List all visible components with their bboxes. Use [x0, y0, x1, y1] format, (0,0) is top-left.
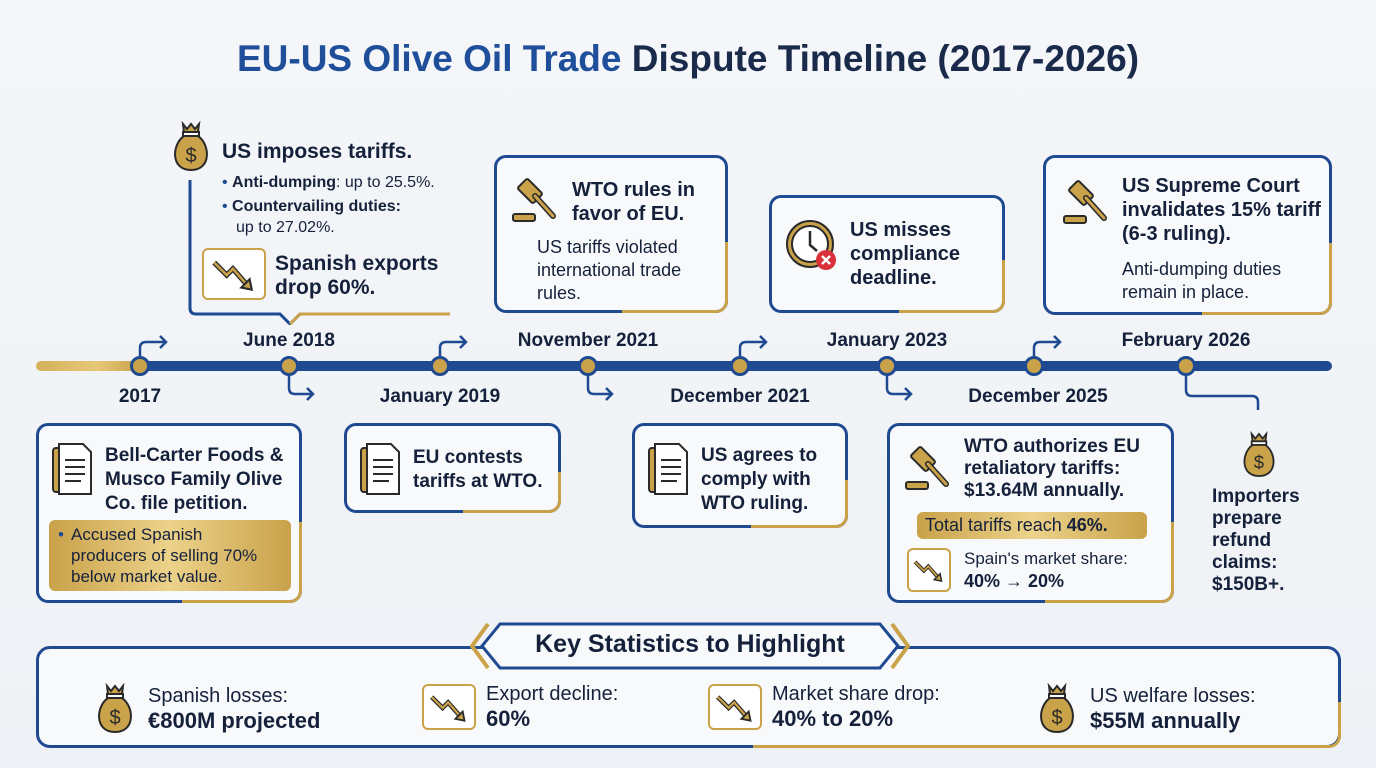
event-card-jan-2019: EU contests tariffs at WTO. — [344, 423, 561, 513]
stats-banner-shape — [470, 622, 910, 670]
event-card-dec-2021: US agrees to comply with WTO ruling. — [632, 423, 848, 528]
callout-frame — [188, 180, 450, 325]
timeline-node — [578, 356, 598, 376]
event-heading: US misses compliance deadline. — [850, 219, 961, 289]
bullet-item: • Countervailing duties: up to 27.02%. — [222, 198, 401, 236]
stat-item: $ US welfare losses: $55M annually — [1034, 682, 1256, 736]
gavel-icon — [902, 442, 954, 494]
bullet-list: • Anti-dumping: up to 25.5%. • Counterva… — [222, 172, 462, 238]
event-card-2017: Bell-Carter Foods & Musco Family Olive C… — [36, 423, 302, 603]
svg-text:$: $ — [109, 707, 120, 729]
timeline-line — [36, 361, 1332, 371]
event-heading: US imposes tariffs. — [222, 140, 413, 163]
trend-down-icon — [422, 684, 476, 730]
date-label: June 2018 — [243, 330, 335, 351]
document-icon — [647, 442, 691, 498]
market-share-label: Spain's market share: — [964, 549, 1128, 568]
date-label: January 2023 — [826, 330, 948, 351]
importers-note: Importers prepare refund claims: $150B+. — [1212, 486, 1300, 595]
date-label: November 2021 — [517, 330, 659, 351]
stat-item: Export decline: 60% — [422, 682, 618, 732]
date-label: December 2025 — [968, 386, 1108, 407]
stat-item: $ Spanish losses: €800M projected — [92, 682, 320, 736]
svg-text:$: $ — [1051, 707, 1062, 729]
event-body: US tariffs violated international trade … — [537, 237, 682, 303]
event-body: Anti-dumping duties remain in place. — [1122, 259, 1282, 302]
market-share-value: 40% → 20% — [964, 571, 1065, 591]
date-label: 2017 — [118, 386, 162, 407]
event-subheading: Spanish exports drop 60%. — [275, 252, 439, 299]
event-heading: WTO authorizes EU retaliatory tariffs: $… — [964, 436, 1140, 501]
trend-down-icon — [202, 248, 266, 300]
event-card-jan-2023: US misses compliance deadline. — [769, 195, 1005, 313]
event-heading: US agrees to comply with WTO ruling. — [701, 445, 818, 514]
timeline-node — [877, 356, 897, 376]
gavel-icon — [1060, 176, 1112, 228]
trend-down-icon — [907, 548, 951, 592]
money-bag-icon: $ — [168, 120, 214, 174]
event-heading: Bell-Carter Foods & Musco Family Olive C… — [105, 445, 284, 514]
clock-alert-icon — [784, 218, 840, 274]
connector-arrows — [138, 335, 1260, 410]
document-icon — [51, 442, 95, 498]
trend-down-icon — [708, 684, 762, 730]
timeline-node — [1176, 356, 1196, 376]
event-note: • Accused Spanish producers of selling 70… — [49, 520, 291, 591]
stats-title: Key Statistics to Highlight — [535, 630, 845, 658]
date-label: February 2026 — [1121, 330, 1251, 351]
timeline-node — [279, 356, 299, 376]
money-bag-icon: $ — [92, 682, 138, 736]
stat-item: Market share drop: 40% to 20% — [708, 682, 940, 732]
event-heading: US Supreme Court invalidates 15% tariff … — [1122, 175, 1321, 245]
money-bag-icon: $ — [1238, 430, 1280, 480]
page-title: EU-US Olive Oil Trade Dispute Timeline (… — [236, 38, 1140, 79]
bullet-item: • Anti-dumping: up to 25.5%. — [222, 174, 435, 191]
total-tariffs-pill: Total tariffs reach 46%. — [917, 512, 1147, 539]
date-label: January 2019 — [379, 386, 501, 407]
gavel-icon — [509, 174, 561, 226]
event-card-feb-2026: US Supreme Court invalidates 15% tariff … — [1043, 155, 1332, 315]
svg-text:$: $ — [185, 145, 196, 167]
document-icon — [359, 442, 403, 498]
event-heading: EU contests tariffs at WTO. — [413, 447, 543, 492]
money-bag-icon: $ — [1034, 682, 1080, 736]
event-heading: WTO rules in favor of EU. — [572, 179, 695, 225]
date-label: December 2021 — [670, 386, 810, 407]
event-card-dec-2025: WTO authorizes EU retaliatory tariffs: $… — [887, 423, 1174, 603]
event-card-nov-2021: WTO rules in favor of EU. US tariffs vio… — [494, 155, 728, 313]
svg-text:$: $ — [1254, 452, 1264, 473]
